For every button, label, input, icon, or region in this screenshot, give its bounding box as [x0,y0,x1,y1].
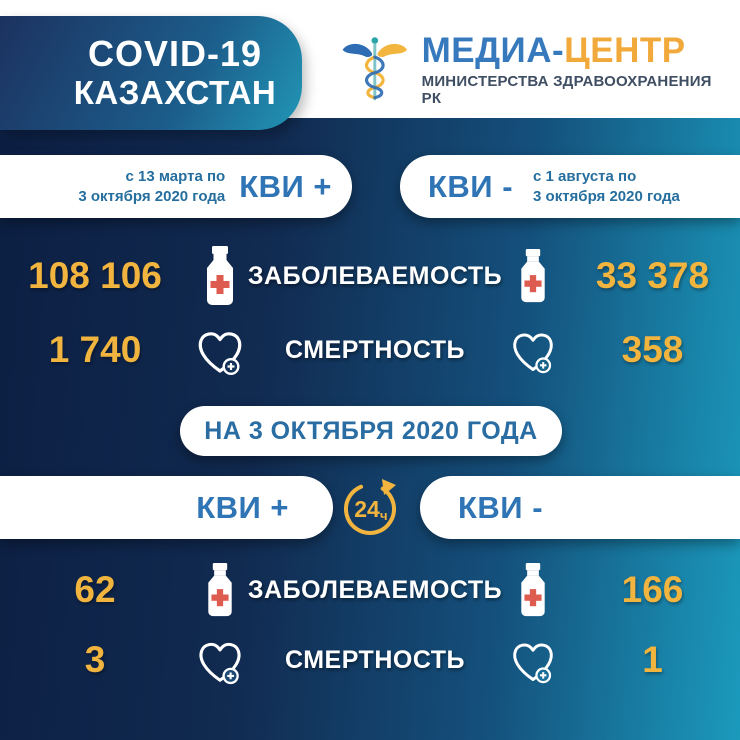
logo-subtitle: МИНИСТЕРСТВА ЗДРАВООХРАНЕНИЯ РК [421,73,712,107]
cumulative-mortality-label: СМЕРТНОСТЬ [284,335,465,364]
caduceus-icon [342,37,408,101]
cumulative-incidence-kvi-minus-value: 33 378 [595,255,710,296]
cumulative-mortality-kvi-minus-value: 358 [621,329,684,370]
heart-plus-icon [512,333,553,374]
cumulative-incidence-kvi-plus-value: 108 106 [28,255,162,296]
covid-title-badge: COVID-19 КАЗАХСТАН [0,16,302,130]
covid-title-line1: COVID-19 [87,33,263,75]
daily-incidence-row: 62 ЗАБОЛЕВАЕМОСТЬ 166 [0,554,740,626]
kvi-minus-label: КВИ - [428,168,514,204]
medicine-bottle-icon [207,246,233,305]
heart-plus-icon [199,642,241,685]
daily-incidence-kvi-plus-value: 62 [74,569,116,610]
daily-kvi-minus-badge: КВИ - [420,476,740,539]
kvi-minus-period-line2: 3 октября 2020 года [533,187,680,205]
kvi-plus-period-text: с 13 марта по 3 октября 2020 года [78,167,225,206]
svg-text:ч: ч [380,508,388,523]
daily-mortality-kvi-minus-value: 1 [642,639,663,680]
kvi-plus-period-line2: 3 октября 2020 года [78,187,226,205]
24h-clock-icon: 24 ч [344,479,396,535]
daily-incidence-kvi-minus-value: 166 [621,569,684,610]
daily-kvi-plus-label: КВИ + [196,489,289,525]
kvi-minus-period-badge: КВИ - с 1 августа по 3 октября 2020 года [400,155,740,218]
logo-title-media: МЕДИА- [421,31,565,70]
daily-kvi-plus-badge: КВИ + [0,476,333,539]
media-center-logo: МЕДИА-ЦЕНТР МИНИСТЕРСТВА ЗДРАВООХРАНЕНИЯ… [338,22,734,118]
daily-incidence-label: ЗАБОЛЕВАЕМОСТЬ [247,575,503,604]
kvi-plus-period-badge: с 13 марта по 3 октября 2020 года КВИ + [0,155,352,218]
date-banner: НА 3 ОКТЯБРЯ 2020 ГОДА [180,406,562,456]
heart-plus-icon [512,643,553,684]
covid-title-line2: КАЗАХСТАН [73,73,277,111]
daily-mortality-label: СМЕРТНОСТЬ [284,645,465,674]
kvi-minus-period-text: с 1 августа по 3 октября 2020 года [533,167,680,206]
cumulative-mortality-kvi-plus-value: 1 740 [48,329,142,370]
daily-mortality-kvi-plus-value: 3 [84,639,106,680]
stats-panel: с 13 марта по 3 октября 2020 года КВИ + … [0,118,740,740]
medicine-bottle-icon [208,563,232,617]
heart-plus-icon [198,332,242,376]
medicine-bottle-icon [520,563,545,617]
logo-title-center: ЦЕНТР [564,31,686,70]
kvi-plus-label: КВИ + [239,168,332,204]
logo-text: МЕДИА-ЦЕНТР МИНИСТЕРСТВА ЗДРАВООХРАНЕНИЯ… [422,33,734,107]
24h-clock-wrap: 24 ч [337,474,403,540]
daily-kvi-minus-label: КВИ - [458,489,544,525]
svg-text:24: 24 [354,496,380,522]
cumulative-incidence-label: ЗАБОЛЕВАЕМОСТЬ [247,261,503,290]
daily-mortality-row: 3 СМЕРТНОСТЬ 1 [0,624,740,696]
kvi-minus-period-line1: с 1 августа по [533,168,637,185]
kvi-plus-period-line1: с 13 марта по [125,168,226,185]
logo-title: МЕДИА-ЦЕНТР [422,33,734,68]
cumulative-mortality-row: 1 740 СМЕРТНОСТЬ 358 [0,314,740,386]
cumulative-incidence-row: 108 106 ЗАБОЛЕВАЕМОСТЬ 33 378 [0,240,740,312]
medicine-bottle-icon [520,249,545,303]
